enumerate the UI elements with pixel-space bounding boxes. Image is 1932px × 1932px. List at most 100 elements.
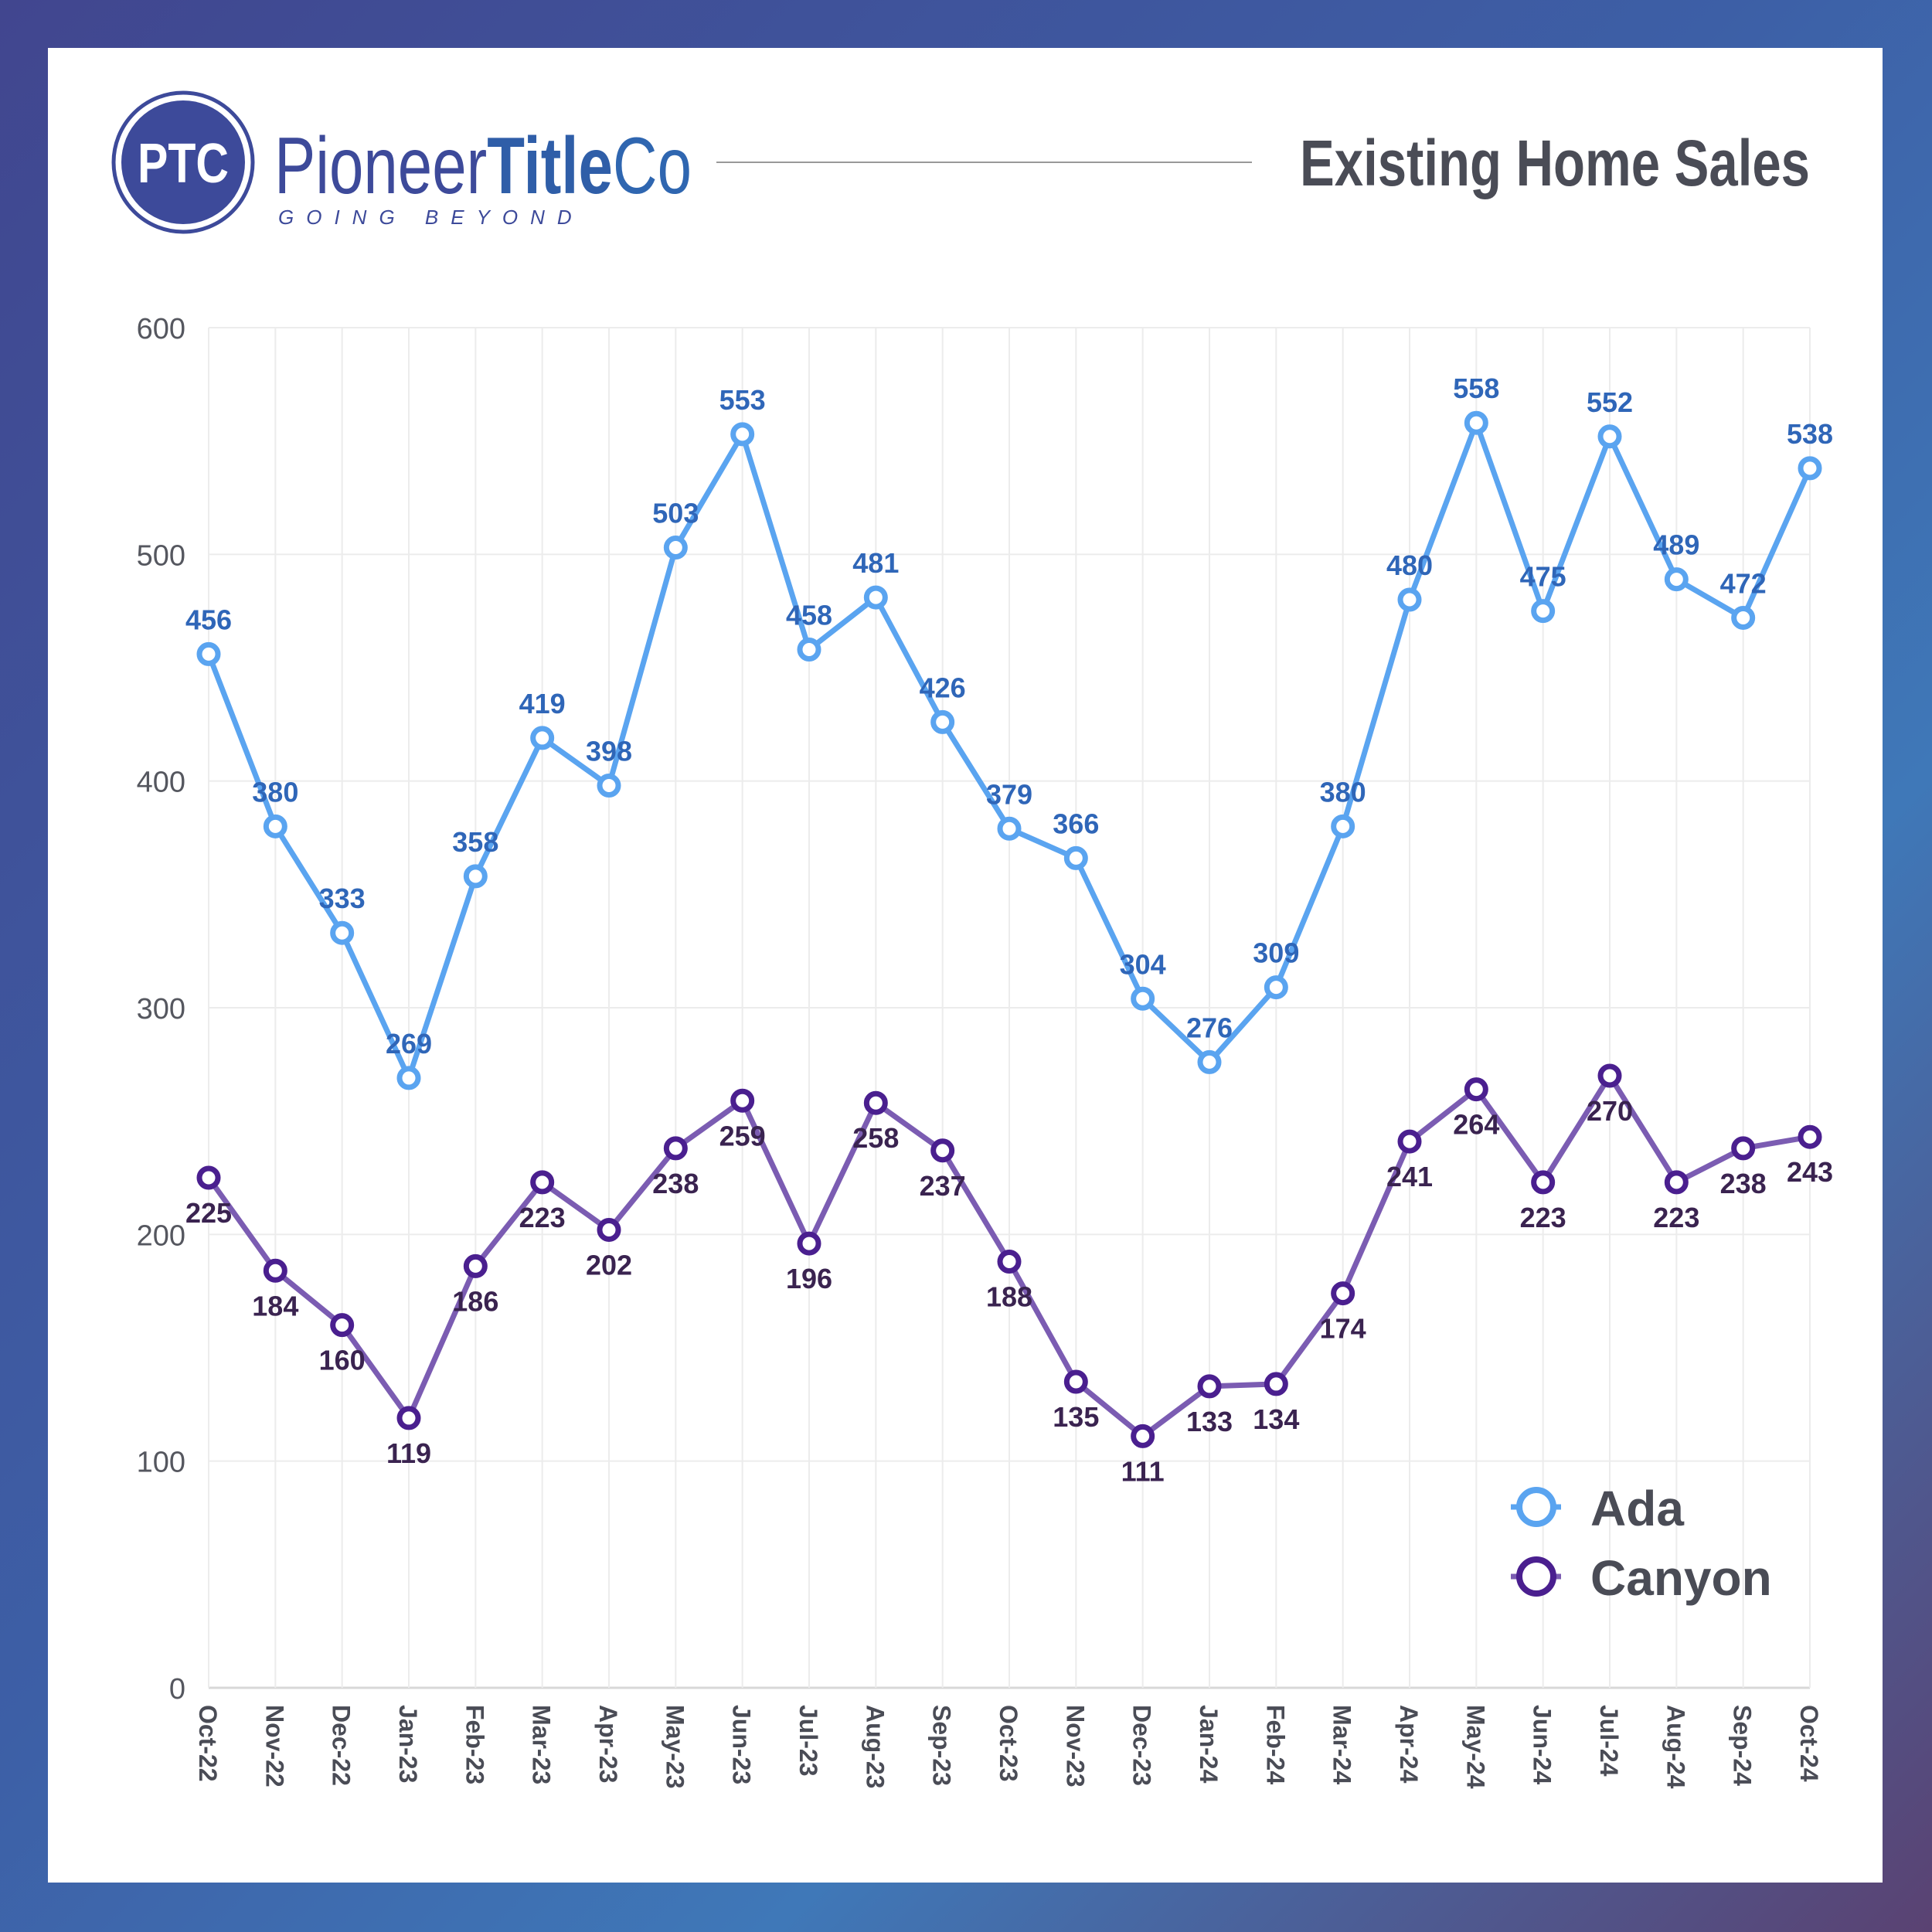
data-label: 380 bbox=[252, 776, 298, 808]
data-label: 111 bbox=[1121, 1455, 1165, 1487]
data-label: 223 bbox=[1653, 1202, 1699, 1233]
data-point bbox=[1664, 1170, 1689, 1195]
data-point bbox=[1664, 567, 1689, 592]
data-point bbox=[330, 1313, 355, 1338]
x-tick-label: Sep-23 bbox=[928, 1705, 956, 1786]
data-label: 553 bbox=[719, 384, 766, 416]
data-point bbox=[1264, 975, 1288, 1000]
grid bbox=[208, 327, 1811, 1689]
data-label: 552 bbox=[1587, 386, 1633, 418]
data-point bbox=[930, 1138, 955, 1163]
data-label: 475 bbox=[1520, 561, 1566, 593]
data-label: 426 bbox=[920, 672, 966, 703]
chart-panel bbox=[48, 48, 1883, 1883]
data-label: 184 bbox=[252, 1290, 298, 1321]
data-label: 174 bbox=[1320, 1313, 1366, 1345]
data-label: 304 bbox=[1120, 948, 1166, 980]
chart-title: Existing Home Sales bbox=[1300, 127, 1810, 199]
x-tick-label: Jan-24 bbox=[1195, 1705, 1223, 1784]
data-point bbox=[530, 726, 555, 750]
data-label: 456 bbox=[185, 604, 232, 635]
brand-name-suffix: Co bbox=[613, 121, 692, 211]
data-label: 135 bbox=[1053, 1401, 1099, 1433]
data-label: 264 bbox=[1453, 1109, 1499, 1141]
data-point bbox=[263, 814, 287, 838]
data-label: 270 bbox=[1587, 1095, 1633, 1127]
data-point bbox=[530, 1170, 555, 1195]
data-point bbox=[1464, 1077, 1488, 1102]
data-point bbox=[1063, 1369, 1088, 1394]
data-point bbox=[1798, 456, 1822, 481]
legend-marker bbox=[1516, 1487, 1556, 1527]
data-point bbox=[1331, 814, 1355, 838]
data-point bbox=[930, 709, 955, 734]
data-label: 366 bbox=[1053, 808, 1099, 839]
data-label: 119 bbox=[386, 1437, 431, 1469]
data-label: 558 bbox=[1453, 372, 1499, 404]
x-tick-label: Dec-23 bbox=[1128, 1705, 1156, 1786]
x-tick-label: Dec-22 bbox=[328, 1705, 355, 1786]
x-tick-label: Mar-24 bbox=[1328, 1705, 1356, 1784]
x-tick-label: Jun-23 bbox=[728, 1705, 756, 1784]
data-label: 333 bbox=[319, 883, 366, 914]
data-label: 196 bbox=[786, 1263, 832, 1294]
x-axis: Oct-22 Nov-22 Dec-22 Jan-23 Feb-23 Mar-23 Apr-… bbox=[194, 1705, 1823, 1789]
data-point bbox=[1197, 1374, 1222, 1399]
data-point bbox=[597, 774, 621, 798]
data-point bbox=[863, 585, 888, 610]
brand-name: PioneerTitleCo bbox=[274, 121, 692, 211]
legend-marker bbox=[1516, 1556, 1556, 1597]
data-point bbox=[1464, 410, 1488, 435]
x-tick-label: Nov-23 bbox=[1061, 1705, 1089, 1787]
data-point bbox=[396, 1406, 421, 1430]
data-label: 258 bbox=[852, 1122, 899, 1154]
data-point bbox=[663, 1136, 688, 1161]
data-point bbox=[1063, 845, 1088, 870]
x-tick-label: Oct-23 bbox=[995, 1705, 1022, 1782]
x-tick-label: Feb-23 bbox=[461, 1705, 488, 1784]
data-point bbox=[196, 1165, 221, 1190]
data-point bbox=[663, 536, 688, 560]
data-label: 458 bbox=[786, 600, 832, 631]
data-point bbox=[396, 1066, 421, 1090]
y-axis: 0 100 200 300 400 500 600 bbox=[137, 313, 185, 1706]
data-point bbox=[1597, 1063, 1622, 1088]
x-tick-label: May-23 bbox=[661, 1705, 689, 1789]
x-tick-label: Aug-23 bbox=[861, 1705, 889, 1788]
x-tick-label: Jun-24 bbox=[1529, 1705, 1556, 1784]
data-label: 480 bbox=[1386, 549, 1433, 581]
data-label: 186 bbox=[452, 1285, 498, 1317]
data-label: 241 bbox=[1386, 1161, 1433, 1192]
y-tick-label: 0 bbox=[169, 1673, 185, 1706]
data-label: 243 bbox=[1787, 1156, 1833, 1188]
data-point bbox=[263, 1258, 287, 1283]
data-point bbox=[730, 422, 755, 447]
data-label: 503 bbox=[652, 498, 699, 529]
data-point bbox=[1264, 1372, 1288, 1396]
legend-label: Canyon bbox=[1590, 1550, 1772, 1606]
brand-tagline: GOING BEYOND bbox=[278, 206, 584, 229]
data-point bbox=[1331, 1281, 1355, 1306]
data-label: 223 bbox=[519, 1202, 566, 1233]
data-point bbox=[330, 920, 355, 945]
data-label: 238 bbox=[652, 1168, 699, 1199]
y-tick-label: 500 bbox=[137, 539, 185, 572]
data-point bbox=[1131, 1423, 1155, 1448]
data-point bbox=[1397, 1129, 1422, 1154]
data-label: 188 bbox=[986, 1281, 1032, 1313]
legend: Ada Canyon bbox=[1511, 1481, 1772, 1606]
data-point bbox=[1531, 599, 1556, 624]
data-point bbox=[730, 1088, 755, 1113]
series-ada: 456 380 333 269 358 419 398 503 553 458 481 426 379 3… bbox=[185, 372, 1833, 1090]
data-label: 309 bbox=[1253, 937, 1299, 969]
series: 456 380 333 269 358 419 398 503 553 458 481 426 379 3… bbox=[185, 372, 1833, 1487]
data-point bbox=[863, 1090, 888, 1115]
data-label: 160 bbox=[319, 1345, 366, 1376]
data-label: 419 bbox=[519, 688, 566, 719]
logo-initials: PTC bbox=[138, 133, 229, 195]
data-label: 259 bbox=[719, 1120, 766, 1151]
logo-disc bbox=[121, 100, 245, 224]
x-tick-label: Jul-24 bbox=[1595, 1705, 1623, 1777]
x-tick-label: Jan-23 bbox=[394, 1705, 422, 1783]
series-canyon: 225 184 160 119 186 223 202 238 259 196 258 237 188 1… bbox=[185, 1063, 1833, 1487]
